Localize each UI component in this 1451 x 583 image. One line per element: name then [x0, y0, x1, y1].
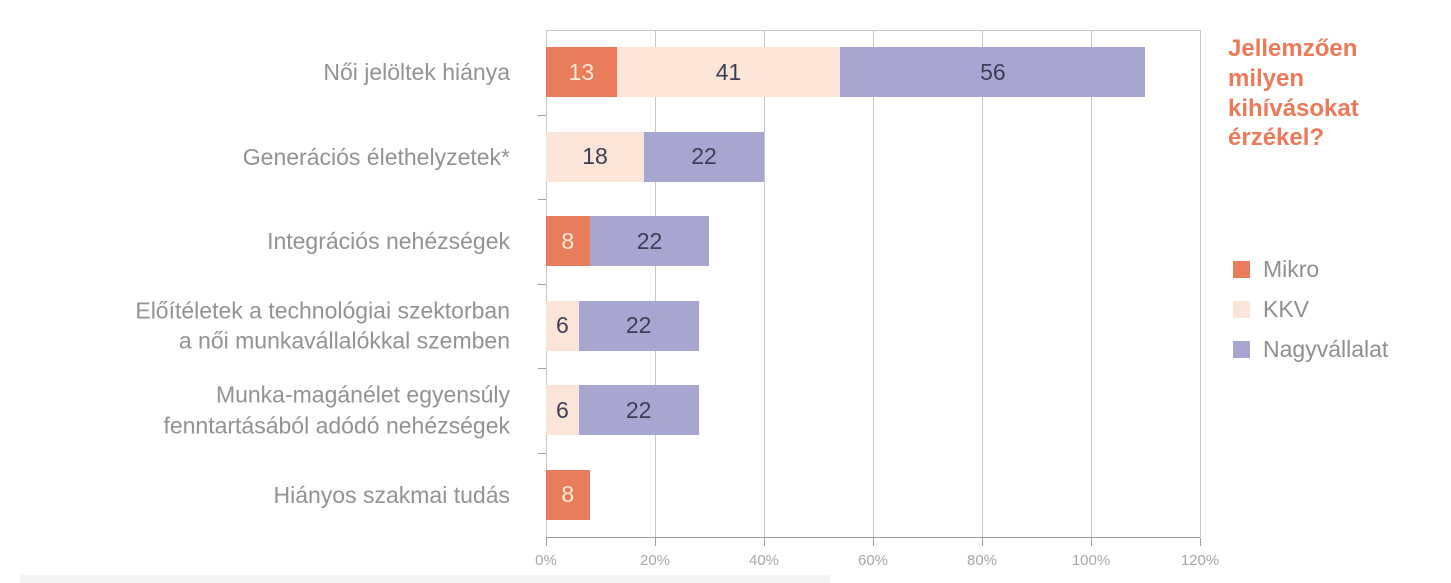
category-label-line: fenntartásából adódó nehézségek — [163, 412, 510, 439]
bar-segment: 13 — [546, 47, 617, 98]
category-label: Generációs élethelyzetek* — [0, 142, 510, 172]
question-title-line: érzékel? — [1228, 124, 1325, 152]
bar-segment: 41 — [616, 47, 841, 98]
question-title-line: Jellemzően — [1228, 35, 1358, 62]
bar-value-label: 8 — [561, 481, 575, 508]
gridline — [982, 30, 983, 537]
bar-segment: 22 — [578, 385, 699, 436]
bar-segment: 8 — [546, 216, 590, 267]
gridline — [764, 30, 765, 537]
category-label: Munka-magánélet egyensúly fenntartásából … — [0, 380, 510, 441]
bar-value-label: 6 — [555, 396, 569, 423]
legend-item: Mikro — [1233, 256, 1388, 283]
category-label-line: Előítéletek a technológiai szektorban — [135, 297, 510, 324]
plot-area: 0% 20% 40% 60% 80% 100% 120% 13 41 56 18 22 8 22 6 22 6 2… — [535, 30, 1219, 569]
category-label: Előítéletek a technológiai szektorban a n… — [0, 295, 510, 356]
category-label: Integrációs nehézségek — [0, 226, 510, 256]
gridline — [1091, 30, 1092, 537]
bar-row: 8 — [546, 469, 590, 520]
bar-segment: 22 — [589, 216, 710, 267]
legend-item: Nagyvállalat — [1233, 336, 1388, 363]
x-axis-tick-label: 100% — [1071, 552, 1111, 569]
question-title-line: kihívásokat — [1228, 94, 1359, 122]
legend-label: Nagyvállalat — [1263, 336, 1389, 362]
x-axis-tick — [655, 538, 656, 546]
category-label-line: Munka-magánélet egyensúly — [215, 381, 510, 408]
category-label: Női jelöltek hiánya — [0, 57, 510, 87]
x-axis-tick — [764, 538, 765, 546]
gridline — [655, 30, 656, 537]
bar-row: 8 22 — [546, 216, 710, 267]
category-label-line: a női munkavállalókkal szemben — [178, 327, 510, 354]
bar-value-label: 22 — [625, 312, 652, 339]
legend-swatch — [1233, 261, 1250, 278]
legend-swatch — [1233, 301, 1250, 318]
category-label: Hiányos szakmai tudás — [0, 480, 511, 510]
bar-row: 13 41 56 — [546, 47, 1146, 98]
bar-value-label: 8 — [561, 227, 575, 254]
bar-value-label: 22 — [636, 227, 663, 254]
x-axis-tick — [873, 538, 874, 546]
legend: Mikro KKV Nagyvállalat — [1233, 256, 1388, 376]
x-axis-tick-label: 80% — [966, 552, 998, 569]
category-label-line: Női jelöltek hiánya — [323, 59, 510, 86]
gridline — [1200, 30, 1201, 537]
x-axis-tick-label: 0% — [535, 552, 557, 569]
bar-row: 6 22 — [546, 385, 699, 436]
question-title-line: milyen — [1228, 64, 1305, 92]
x-axis-tick — [1091, 538, 1092, 546]
bar-segment: 56 — [840, 47, 1146, 98]
bar-row: 18 22 — [546, 131, 764, 182]
bar-segment: 8 — [546, 469, 590, 520]
y-axis-tick — [538, 283, 546, 285]
bar-value-label: 18 — [582, 143, 608, 170]
bar-segment: 6 — [546, 385, 579, 436]
y-axis-tick — [538, 199, 546, 200]
x-axis-tick-label: 20% — [639, 552, 671, 569]
bar-value-label: 6 — [555, 312, 569, 339]
bar-value-label: 22 — [691, 143, 717, 170]
x-axis-tick — [1200, 538, 1201, 546]
x-axis-line — [546, 537, 1200, 538]
bar-value-label: 56 — [980, 58, 1006, 85]
legend-label: Mikro — [1263, 256, 1320, 282]
legend-label: KKV — [1263, 296, 1310, 322]
bar-segment: 22 — [578, 300, 699, 351]
category-label-line: Integrációs nehézségek — [267, 228, 510, 255]
x-axis-tick — [546, 538, 547, 546]
bar-row: 6 22 — [546, 300, 699, 351]
x-axis-tick-label: 60% — [857, 552, 889, 569]
gridline — [873, 30, 874, 537]
chart-question-title: Jellemzően milyen kihívásokat érzékel? — [1228, 34, 1428, 153]
legend-swatch — [1233, 341, 1250, 358]
category-label-line: Generációs élethelyzetek* — [242, 143, 510, 170]
x-axis-tick — [982, 538, 983, 546]
x-axis-tick-label: 40% — [748, 552, 780, 569]
category-label-line: Hiányos szakmai tudás — [273, 481, 511, 508]
bar-segment: 6 — [546, 300, 579, 351]
bar-value-label: 22 — [625, 396, 652, 423]
x-axis-tick-label: 120% — [1180, 552, 1220, 569]
bar-value-label: 13 — [568, 58, 595, 85]
bar-segment: 22 — [644, 131, 764, 182]
bottom-strip-decoration — [20, 575, 830, 583]
y-axis-tick — [538, 114, 546, 116]
y-axis-tick — [538, 368, 546, 369]
legend-item: KKV — [1233, 296, 1388, 323]
bar-segment: 18 — [546, 131, 645, 182]
gridline — [546, 30, 547, 537]
bar-value-label: 41 — [715, 58, 742, 85]
y-axis-tick — [538, 452, 546, 454]
